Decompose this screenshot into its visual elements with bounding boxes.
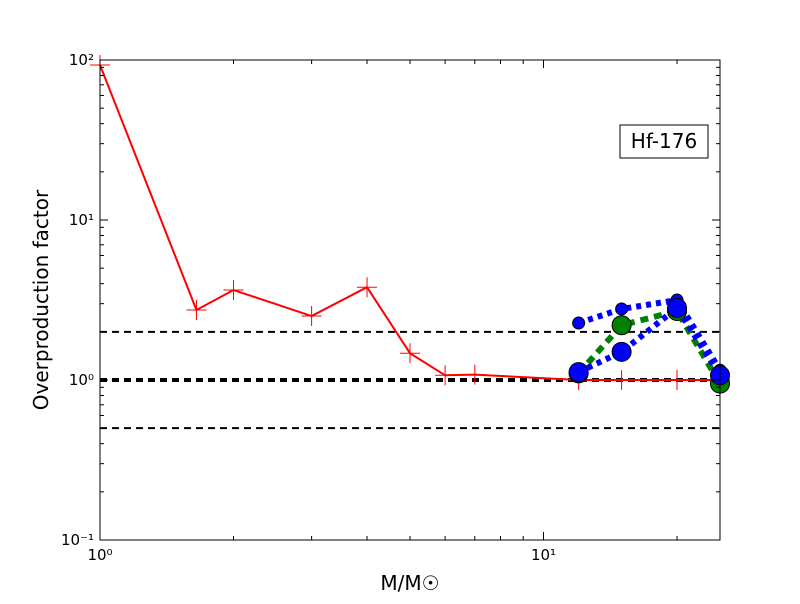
marker <box>572 316 586 330</box>
marker <box>223 280 244 301</box>
x-tick-label: 10⁰ <box>87 546 112 564</box>
series-line <box>576 307 723 386</box>
marker <box>400 343 420 364</box>
x-tick-label: 10¹ <box>531 546 556 564</box>
y-tick-label: 10¹ <box>69 211 94 229</box>
x-axis-label: M/M☉ <box>380 571 439 595</box>
marker <box>611 341 632 362</box>
marker <box>667 370 688 390</box>
marker <box>435 365 456 386</box>
annotation: Hf-176 <box>631 129 697 153</box>
series-line <box>577 296 723 372</box>
marker <box>667 297 688 318</box>
marker <box>611 315 632 336</box>
marker <box>301 306 322 327</box>
y-tick-label: 10⁻¹ <box>61 531 94 549</box>
marker <box>611 370 632 390</box>
marker <box>186 299 207 320</box>
y-tick-label: 10² <box>69 51 94 69</box>
marker <box>568 362 589 383</box>
series-line <box>577 303 723 377</box>
annotation-box <box>619 124 709 159</box>
marker <box>357 277 378 298</box>
marker <box>464 364 485 385</box>
y-axis-label: Overproduction factor <box>29 189 53 410</box>
marker <box>615 302 629 316</box>
y-tick-label: 10⁰ <box>69 371 94 389</box>
